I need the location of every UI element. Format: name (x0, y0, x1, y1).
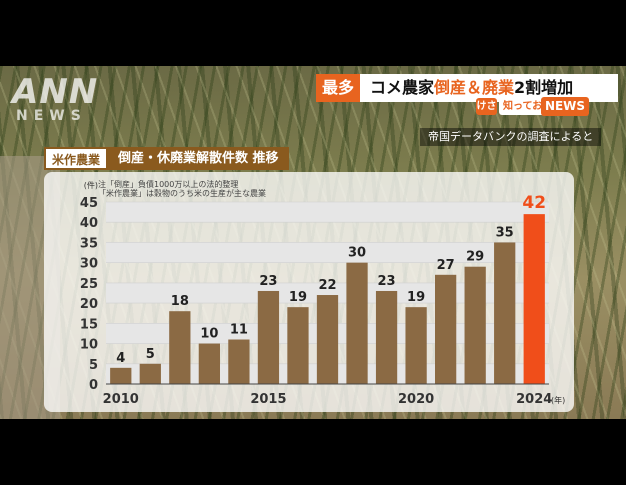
x-tick-label: 2015 (250, 392, 286, 407)
bar (405, 307, 427, 384)
data-label: 29 (466, 250, 484, 265)
y-tick-label: 10 (80, 338, 98, 353)
x-tick-label: 2010 (103, 392, 139, 407)
data-label: 23 (259, 274, 277, 289)
data-label: 18 (171, 294, 189, 309)
data-label: 11 (230, 323, 248, 338)
y-tick-label: 15 (80, 317, 98, 332)
news-badge: NEWS (541, 97, 589, 116)
data-label: 19 (289, 290, 307, 305)
y-tick-label: 25 (80, 277, 98, 292)
chart-category-tag: 米作農業 (44, 147, 109, 170)
y-axis-unit: (件) (84, 180, 98, 190)
y-tick-label: 45 (80, 196, 98, 211)
y-tick-label: 20 (80, 297, 98, 312)
ann-logo: ANN (12, 72, 99, 112)
data-label: 19 (407, 290, 425, 305)
grid-band (106, 202, 549, 223)
y-tick-label: 40 (80, 216, 98, 231)
bar (316, 295, 339, 384)
bar-chart: 0 5 10 15 20 25 30 35 40 45 (件) 4 2010 5 18 10 11 23 2015 1… (80, 180, 565, 407)
headline-tag: 最多 (316, 74, 361, 102)
headline-accent: 倒産＆廃業 (434, 78, 515, 97)
x-tick-label: 2020 (398, 392, 434, 407)
bar (464, 266, 486, 384)
y-tick-label: 30 (80, 257, 98, 272)
x-axis-unit: (年) (551, 395, 565, 405)
data-label: 42 (522, 193, 546, 213)
y-tick-label: 5 (89, 358, 98, 373)
chart-note-2: 「米作農業」は穀物のうち米の生産が主な農業 (98, 189, 266, 198)
headline-pre: コメ農家 (370, 78, 435, 97)
data-label: 10 (200, 327, 218, 342)
bar (110, 367, 132, 384)
data-label: 4 (116, 351, 125, 366)
bar (139, 363, 161, 384)
bar (375, 290, 398, 384)
bar (287, 307, 309, 384)
bar (228, 339, 250, 384)
chart-title: 倒産・休廃業解散件数 推移 (108, 147, 289, 170)
data-label: 35 (496, 225, 514, 240)
data-label: 27 (437, 258, 455, 273)
grid-band (106, 242, 549, 263)
ann-news-logo: NEWS (16, 108, 87, 124)
bar (435, 274, 457, 384)
chart-title-bar: 米作農業 倒産・休廃業解散件数 推移 (44, 147, 289, 170)
bar (198, 343, 220, 384)
data-label: 5 (146, 347, 155, 362)
chart-note-1: 注「倒産」負債1000万以上の法的整理 (98, 180, 239, 189)
data-label: 23 (378, 274, 396, 289)
bar (494, 242, 516, 384)
source-caption: 帝国データバンクの調査によると (420, 128, 602, 146)
bar (169, 311, 191, 384)
bar (346, 262, 368, 384)
kesa-badge: けさ (476, 98, 497, 115)
bar (257, 290, 280, 384)
data-label: 30 (348, 246, 366, 261)
x-tick-label: 2024 (516, 392, 552, 407)
headline-post: 2割増加 (514, 78, 574, 97)
bar (523, 214, 545, 384)
y-tick-label: 0 (89, 378, 98, 393)
y-tick-label: 35 (80, 236, 98, 251)
data-label: 22 (318, 278, 336, 293)
